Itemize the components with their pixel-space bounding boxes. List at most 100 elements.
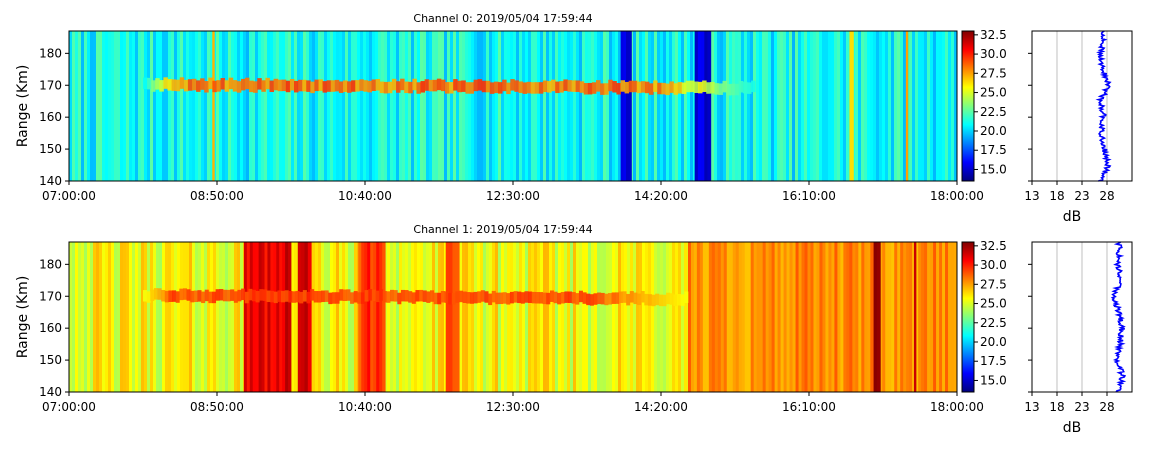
echo-layer (302, 290, 307, 302)
echo-layer (151, 80, 156, 92)
profile-frame (1031, 30, 1133, 182)
echo-layer (212, 291, 217, 304)
heatmap-column (81, 31, 85, 181)
echo-layer (182, 288, 187, 300)
heatmap-column (303, 31, 307, 181)
heatmap-column (336, 31, 340, 181)
echo-layer (164, 290, 169, 303)
echo-layer (506, 293, 511, 305)
heatmap-column (654, 31, 658, 181)
heatmap-column (879, 31, 883, 181)
heatmap-column (471, 242, 475, 392)
heatmap-column (507, 31, 511, 181)
heatmap-cells (69, 242, 958, 392)
echo-layer (698, 81, 703, 94)
heatmap-column (591, 31, 595, 181)
echo-layer (375, 290, 380, 303)
heatmap-column (498, 242, 502, 392)
heatmap-band (870, 242, 874, 392)
heatmap-column (165, 31, 169, 181)
heatmap-panel-0: Channel 0: 2019/05/04 17:59:44 07:00:00 08… (15, 12, 1133, 225)
echo-layer (346, 289, 351, 301)
heatmap-band (714, 242, 719, 392)
echo-layer (363, 80, 368, 92)
heatmap-column (123, 31, 127, 181)
echo-layer (437, 292, 442, 305)
echo-layer (175, 79, 181, 92)
heatmap-band (786, 242, 790, 392)
heatmap-column (576, 242, 580, 392)
heatmap-column (528, 31, 532, 181)
echo-layer (298, 79, 303, 92)
heatmap-column (774, 31, 778, 181)
heatmap-band (717, 242, 722, 392)
echo-layer (400, 78, 405, 91)
heatmap-column (480, 242, 484, 392)
heatmap-column (564, 242, 568, 392)
echo-layer (200, 78, 205, 90)
echo-layer (618, 291, 623, 303)
echo-layer (448, 292, 453, 305)
echo-layer (168, 290, 173, 302)
echo-layer (197, 290, 202, 302)
heatmap-cells (69, 31, 958, 181)
echo-layer (187, 79, 193, 91)
heatmap-column (600, 31, 604, 181)
heatmap-column (711, 31, 715, 181)
echo-layer (564, 291, 569, 303)
heatmap-column (909, 31, 913, 181)
heatmap-column (429, 31, 433, 181)
echo-layer (190, 290, 195, 303)
heatmap-band (894, 242, 898, 392)
profile-x-tick-label: 28 (1099, 400, 1114, 414)
heatmap-band (361, 242, 365, 392)
echo-layer (396, 81, 401, 93)
heatmap-column (525, 242, 529, 392)
echo-layer (404, 290, 409, 302)
heatmap-band (243, 242, 248, 392)
echo-layer (436, 78, 442, 91)
echo-layer (555, 81, 560, 94)
heatmap-column (231, 242, 235, 392)
heatmap-column (111, 242, 115, 392)
heatmap-column (540, 31, 544, 181)
heatmap-column (132, 242, 136, 392)
profile-x-tick-label: 23 (1074, 400, 1089, 414)
heatmap-column (561, 31, 565, 181)
heatmap-band (750, 242, 755, 392)
heatmap-band (831, 242, 835, 392)
heatmap-column (312, 31, 316, 181)
heatmap-column (549, 242, 553, 392)
echo-layer (270, 290, 275, 303)
heatmap-column (573, 242, 577, 392)
heatmap-band (771, 242, 776, 392)
heatmap-column (813, 31, 817, 181)
echo-layer (480, 290, 485, 302)
heatmap-column (648, 242, 652, 392)
echo-layer (167, 79, 172, 91)
echo-layer (626, 293, 631, 306)
heatmap-column (315, 242, 319, 392)
heatmap-column (408, 31, 412, 181)
heatmap-column (939, 31, 943, 181)
echo-layer (153, 288, 158, 300)
colorbar-tick-label: 27.5 (980, 66, 1007, 80)
heatmap-band (273, 242, 277, 392)
profile-panel: 13 18 23 28 dB (1024, 241, 1133, 436)
heatmap-band (738, 242, 743, 392)
echo-layer (575, 80, 581, 92)
heatmap-column (501, 242, 505, 392)
heatmap-column (180, 242, 184, 392)
echo-layer (706, 82, 711, 94)
heatmap-band (753, 242, 758, 392)
heatmap-band (732, 242, 737, 392)
heatmap-column (585, 242, 589, 392)
echo-layer (579, 81, 585, 93)
heatmap-column (117, 31, 121, 181)
heatmap-band (697, 31, 702, 181)
heatmap-column (90, 31, 94, 181)
heatmap-column (225, 31, 229, 181)
echo-layer (553, 291, 558, 304)
echo-layer (455, 291, 460, 303)
heatmap-column (720, 31, 724, 181)
